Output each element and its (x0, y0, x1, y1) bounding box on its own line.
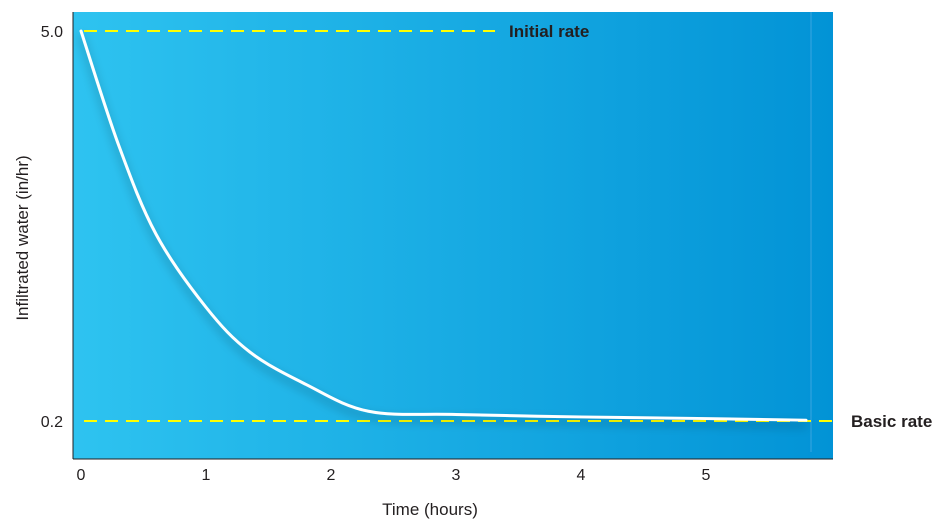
x-axis-title: Time (hours) (382, 500, 478, 519)
y-tick-label-max: 5.0 (41, 24, 63, 41)
x-tick-labels: 0 1 2 3 4 5 (77, 467, 711, 484)
x-tick-label: 0 (77, 467, 86, 484)
y-axis-title: Infiltrated water (in/hr) (13, 155, 32, 320)
x-tick-label: 2 (327, 467, 336, 484)
y-tick-label-min: 0.2 (41, 414, 63, 431)
initial-rate-label: Initial rate (509, 22, 589, 41)
x-tick-label: 3 (452, 467, 461, 484)
x-tick-label: 1 (202, 467, 211, 484)
x-tick-label: 4 (577, 467, 586, 484)
basic-rate-label: Basic rate (851, 412, 932, 431)
plot-background (73, 12, 833, 459)
x-tick-label: 5 (702, 467, 711, 484)
infiltration-curve-line (79, 29, 808, 422)
